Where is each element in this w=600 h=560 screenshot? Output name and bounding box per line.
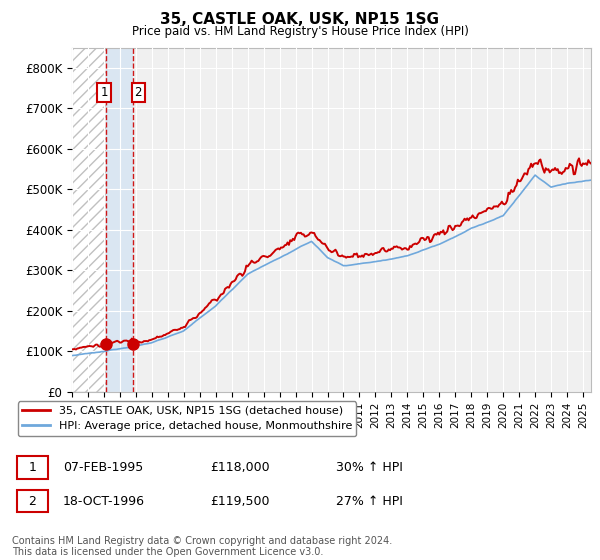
Bar [106,48,133,392]
Text: £118,000: £118,000 [210,461,269,474]
Text: 2: 2 [134,86,142,99]
Legend: 35, CASTLE OAK, USK, NP15 1SG (detached house), HPI: Average price, detached hou: 35, CASTLE OAK, USK, NP15 1SG (detached … [17,402,356,436]
Text: £119,500: £119,500 [210,494,269,508]
Text: 27% ↑ HPI: 27% ↑ HPI [336,494,403,508]
Text: Price paid vs. HM Land Registry's House Price Index (HPI): Price paid vs. HM Land Registry's House … [131,25,469,38]
Text: 35, CASTLE OAK, USK, NP15 1SG: 35, CASTLE OAK, USK, NP15 1SG [161,12,439,27]
Text: 07-FEB-1995: 07-FEB-1995 [63,461,143,474]
Text: Contains HM Land Registry data © Crown copyright and database right 2024.
This d: Contains HM Land Registry data © Crown c… [12,535,392,557]
Text: 2: 2 [28,494,37,508]
Text: 30% ↑ HPI: 30% ↑ HPI [336,461,403,474]
Text: 1: 1 [28,461,37,474]
Bar [72,48,106,392]
Text: 18-OCT-1996: 18-OCT-1996 [63,494,145,508]
Text: 1: 1 [100,86,107,99]
